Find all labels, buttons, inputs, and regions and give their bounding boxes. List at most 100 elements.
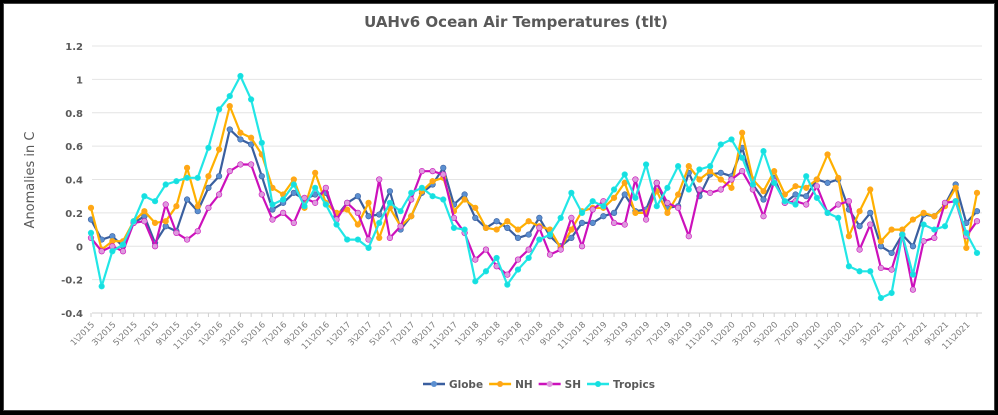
data-point <box>888 249 895 257</box>
data-point <box>685 233 692 240</box>
data-point <box>354 236 361 243</box>
data-point <box>354 193 361 200</box>
data-point <box>333 221 340 228</box>
legend-item-sh[interactable]: SH <box>538 379 581 391</box>
data-point <box>760 196 767 203</box>
legend-item-globe[interactable]: Globe <box>423 379 483 391</box>
data-point <box>813 194 820 201</box>
data-point <box>226 102 233 110</box>
data-point <box>717 186 724 193</box>
data-point <box>675 204 682 211</box>
data-point <box>183 174 191 181</box>
data-point <box>803 184 810 191</box>
data-point <box>717 141 724 148</box>
data-point <box>354 221 361 228</box>
data-point <box>141 208 148 215</box>
data-point <box>771 179 778 186</box>
data-point <box>739 154 746 161</box>
data-point <box>867 186 874 193</box>
data-point <box>888 289 895 297</box>
data-point <box>952 184 959 191</box>
data-point <box>685 186 692 193</box>
data-point <box>568 189 575 196</box>
data-point <box>888 226 895 233</box>
data-point <box>621 171 628 178</box>
data-point <box>803 173 810 180</box>
data-point <box>941 223 949 230</box>
data-point <box>696 176 703 183</box>
data-point <box>429 178 436 185</box>
data-point <box>867 268 874 275</box>
data-point <box>877 238 885 245</box>
data-point <box>269 201 276 208</box>
legend-item-tropics[interactable]: Tropics <box>587 379 655 391</box>
series-nh <box>87 102 981 253</box>
data-point <box>482 268 490 275</box>
data-point <box>504 271 511 278</box>
data-point <box>173 203 180 210</box>
data-point <box>739 168 746 175</box>
data-point <box>237 72 244 80</box>
y-tick-label: -0.4 <box>61 309 83 320</box>
data-point <box>258 139 265 146</box>
data-point <box>941 199 949 206</box>
data-point <box>781 198 788 205</box>
data-point <box>856 246 863 253</box>
data-point <box>514 266 522 273</box>
data-point <box>877 264 885 272</box>
data-point <box>931 213 938 220</box>
data-point <box>739 129 746 136</box>
data-point <box>920 209 927 216</box>
data-point <box>728 176 735 183</box>
data-point <box>589 206 596 213</box>
legend-marker <box>595 381 602 387</box>
data-point <box>269 216 276 223</box>
data-point <box>493 226 500 233</box>
legend-label: NH <box>515 379 533 391</box>
data-point <box>482 224 490 231</box>
data-point <box>183 236 191 243</box>
data-point <box>621 191 628 198</box>
data-point <box>482 246 490 253</box>
data-point <box>472 256 479 263</box>
data-point <box>856 208 863 215</box>
data-point <box>728 136 735 143</box>
y-tick-label: 0 <box>76 242 83 253</box>
data-point <box>493 218 500 225</box>
data-point <box>130 218 137 225</box>
legend-item-nh[interactable]: NH <box>489 379 533 391</box>
data-point <box>397 208 404 215</box>
data-point <box>504 281 511 288</box>
data-point <box>525 218 532 225</box>
data-point <box>557 214 564 221</box>
y-tick-label: 1 <box>76 75 83 86</box>
data-point <box>141 218 148 225</box>
data-point <box>952 198 959 205</box>
data-point <box>514 256 522 263</box>
data-point <box>215 191 223 198</box>
data-point <box>568 234 575 242</box>
data-point <box>610 186 618 193</box>
data-point <box>376 176 383 183</box>
data-point <box>909 216 917 223</box>
data-point <box>461 196 468 203</box>
y-tick-label: 0.8 <box>65 109 83 120</box>
data-point <box>173 229 180 236</box>
data-point <box>557 246 564 253</box>
data-point <box>963 244 970 252</box>
data-point <box>322 201 329 208</box>
data-point <box>835 201 842 208</box>
data-point <box>675 163 682 170</box>
data-point <box>824 179 831 186</box>
data-point <box>290 181 297 188</box>
data-point <box>653 203 660 210</box>
data-point <box>258 173 265 180</box>
data-point <box>653 179 660 186</box>
data-point <box>664 199 671 206</box>
data-point <box>589 198 596 205</box>
data-point <box>760 188 767 195</box>
data-point <box>183 164 191 171</box>
data-point <box>525 254 532 262</box>
data-point <box>675 191 682 198</box>
chart-title: UAHv6 Ocean Air Temperatures (tlt) <box>364 13 668 31</box>
